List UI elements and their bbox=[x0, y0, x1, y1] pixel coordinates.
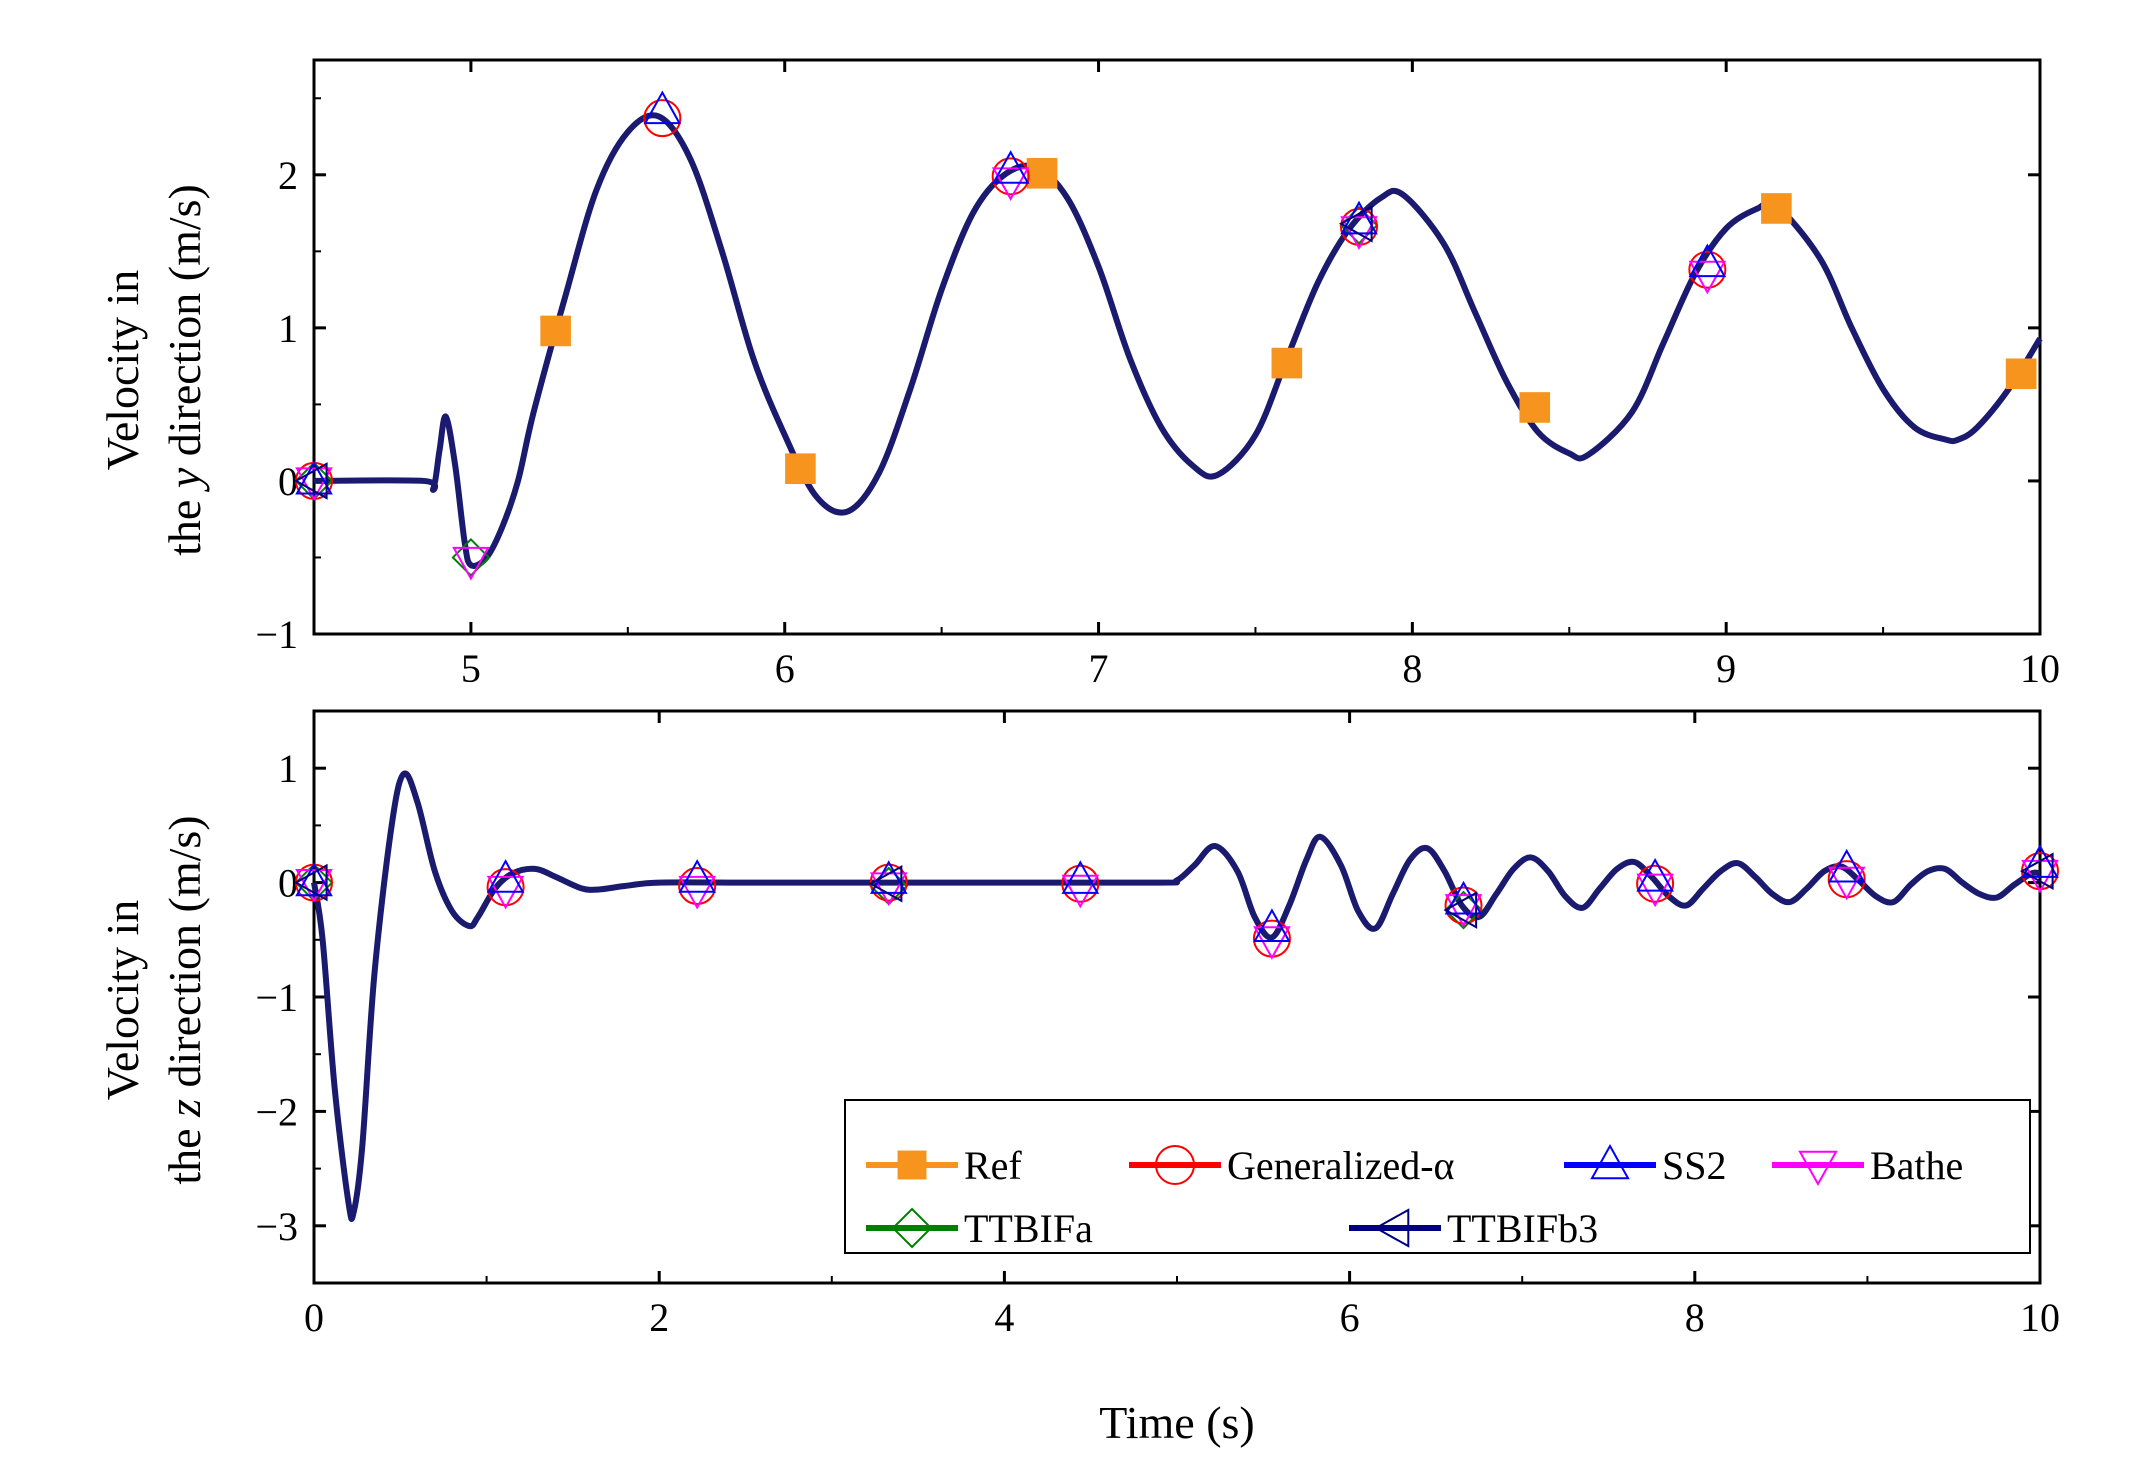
legend-label: Bathe bbox=[1870, 1143, 1963, 1188]
top-marker-triangle-left bbox=[293, 462, 328, 500]
bottom-x-tick-label: 2 bbox=[649, 1295, 669, 1340]
top-x-tick-label: 6 bbox=[775, 646, 795, 691]
top-x-tick-label: 10 bbox=[2020, 646, 2060, 691]
x-axis-title: Time (s) bbox=[1099, 1397, 1255, 1448]
bottom-x-tick-label: 10 bbox=[2020, 1295, 2060, 1340]
legend-label: Generalized-α bbox=[1227, 1143, 1455, 1188]
top-marker-circle bbox=[991, 157, 1030, 196]
bottom-marker-triangle-left bbox=[868, 864, 903, 903]
legend-item: Ref bbox=[866, 1143, 1022, 1188]
bottom-marker-triangle-down bbox=[295, 869, 333, 903]
top-marker-triangle-up bbox=[991, 150, 1030, 184]
bottom-ylabel-line1: Velocity in bbox=[97, 900, 148, 1101]
top-x-tick-label: 8 bbox=[1402, 646, 1422, 691]
bottom-marker-triangle-up bbox=[1636, 857, 1674, 892]
panel-velocity-y: 5 6 7 8 9 10 −1 0 1 2 Velocity in the y direction… bbox=[97, 58, 2060, 691]
top-y-tick-label: 2 bbox=[278, 153, 298, 198]
top-y-tick-label: 0 bbox=[278, 459, 298, 504]
top-y-tick-label: −1 bbox=[255, 612, 298, 657]
bottom-x-tick-label: 8 bbox=[1685, 1295, 1705, 1340]
top-marker-diamond bbox=[451, 538, 491, 577]
bottom-y-tick-label: 1 bbox=[278, 746, 298, 791]
bottom-marker-circle bbox=[678, 867, 717, 906]
top-marker-circle bbox=[1688, 250, 1727, 289]
legend-label: Ref bbox=[964, 1143, 1022, 1188]
bottom-y-tick-label: 0 bbox=[278, 861, 298, 906]
bottom-marker-triangle-up bbox=[486, 859, 525, 893]
bottom-marker-triangle-up bbox=[2021, 844, 2059, 878]
bottom-marker-triangle-left bbox=[293, 863, 328, 902]
top-marker-square bbox=[1026, 157, 1058, 189]
legend-item: Generalized-α bbox=[1129, 1143, 1455, 1188]
top-ylabel-line2: the y direction (m/s) bbox=[159, 184, 210, 556]
bottom-x-tick-label: 6 bbox=[1340, 1295, 1360, 1340]
legend-item: SS2 bbox=[1564, 1143, 1727, 1188]
bottom-marker-circle bbox=[1444, 886, 1483, 925]
top-marker-triangle-up bbox=[295, 460, 333, 495]
legend-marker-triangle-up-icon bbox=[1590, 1143, 1630, 1180]
top-marker-triangle-left bbox=[1338, 204, 1373, 243]
bottom-marker-triangle-up bbox=[678, 859, 716, 893]
legend-item: TTBIFb3 bbox=[1349, 1206, 1598, 1251]
bottom-velocity-curve bbox=[311, 770, 2041, 1222]
panel-velocity-z: 0 2 4 6 8 10 −3 −2 −1 0 1 Velocity in the z direct… bbox=[97, 709, 2060, 1448]
top-marker-square bbox=[540, 315, 571, 347]
bottom-y-tick-label: −3 bbox=[255, 1204, 298, 1249]
bottom-marker-triangle-down bbox=[1444, 894, 1483, 928]
top-marker-square bbox=[1519, 392, 1551, 423]
bottom-marker-triangle-left bbox=[1443, 891, 1478, 929]
bottom-x-tick-label: 0 bbox=[304, 1295, 324, 1340]
bottom-marker-triangle-left bbox=[2019, 852, 2054, 890]
legend-marker-diamond-icon bbox=[891, 1207, 933, 1249]
legend-label: SS2 bbox=[1662, 1143, 1727, 1188]
bottom-marker-circle bbox=[1636, 864, 1675, 903]
legend-label: TTBIFa bbox=[964, 1206, 1093, 1251]
legend-item: Bathe bbox=[1772, 1143, 1963, 1188]
top-marker-triangle-down bbox=[295, 467, 333, 501]
legend-label: TTBIFb3 bbox=[1447, 1206, 1598, 1251]
legend-marker-circle-icon bbox=[1155, 1145, 1195, 1185]
legend: Ref Generalized-α SS2 Bathe TTBIFa TTBIFb3 bbox=[844, 1099, 2031, 1254]
legend-marker-triangle-down-icon bbox=[1798, 1150, 1838, 1187]
top-marker-circle bbox=[643, 99, 682, 138]
bottom-marker-triangle-up bbox=[1444, 880, 1483, 915]
top-marker-triangle-up bbox=[643, 90, 682, 125]
bottom-y-tick-label: −2 bbox=[255, 1089, 298, 1134]
top-marker-square bbox=[785, 453, 816, 484]
top-marker-circle bbox=[1340, 207, 1379, 246]
top-x-tick-label: 9 bbox=[1716, 646, 1736, 691]
bottom-y-tick-label: −1 bbox=[255, 975, 298, 1020]
top-x-tick-label: 5 bbox=[461, 646, 481, 691]
legend-marker-triangle-left-icon bbox=[1373, 1208, 1410, 1248]
top-marker-triangle-down bbox=[452, 546, 490, 581]
top-marker-triangle-up bbox=[1688, 243, 1727, 278]
bottom-marker-circle bbox=[1061, 864, 1100, 903]
top-y-tick-label: 1 bbox=[278, 306, 298, 351]
legend-marker-square-icon bbox=[897, 1150, 927, 1180]
bottom-x-tick-label: 4 bbox=[994, 1295, 1014, 1340]
top-ylabel-line1: Velocity in bbox=[97, 270, 148, 471]
top-marker-square bbox=[2005, 358, 2037, 390]
top-x-tick-label: 7 bbox=[1089, 646, 1109, 691]
bottom-marker-triangle-up bbox=[1827, 848, 1866, 883]
bottom-marker-triangle-up bbox=[1253, 908, 1291, 942]
bottom-ylabel-line2: the z direction (m/s) bbox=[159, 815, 210, 1184]
bottom-marker-triangle-up bbox=[1061, 860, 1100, 894]
top-plot-frame bbox=[312, 58, 2042, 636]
bottom-marker-triangle-down bbox=[1253, 926, 1291, 960]
bottom-marker-triangle-down bbox=[1827, 866, 1866, 901]
top-marker-square bbox=[1761, 193, 1792, 224]
bottom-marker-circle bbox=[486, 868, 525, 907]
legend-item: TTBIFa bbox=[866, 1206, 1093, 1251]
top-velocity-curve bbox=[313, 112, 2043, 569]
bottom-marker-triangle-down bbox=[1061, 874, 1100, 909]
bottom-marker-triangle-up bbox=[295, 862, 333, 897]
top-marker-square bbox=[1271, 347, 1303, 379]
